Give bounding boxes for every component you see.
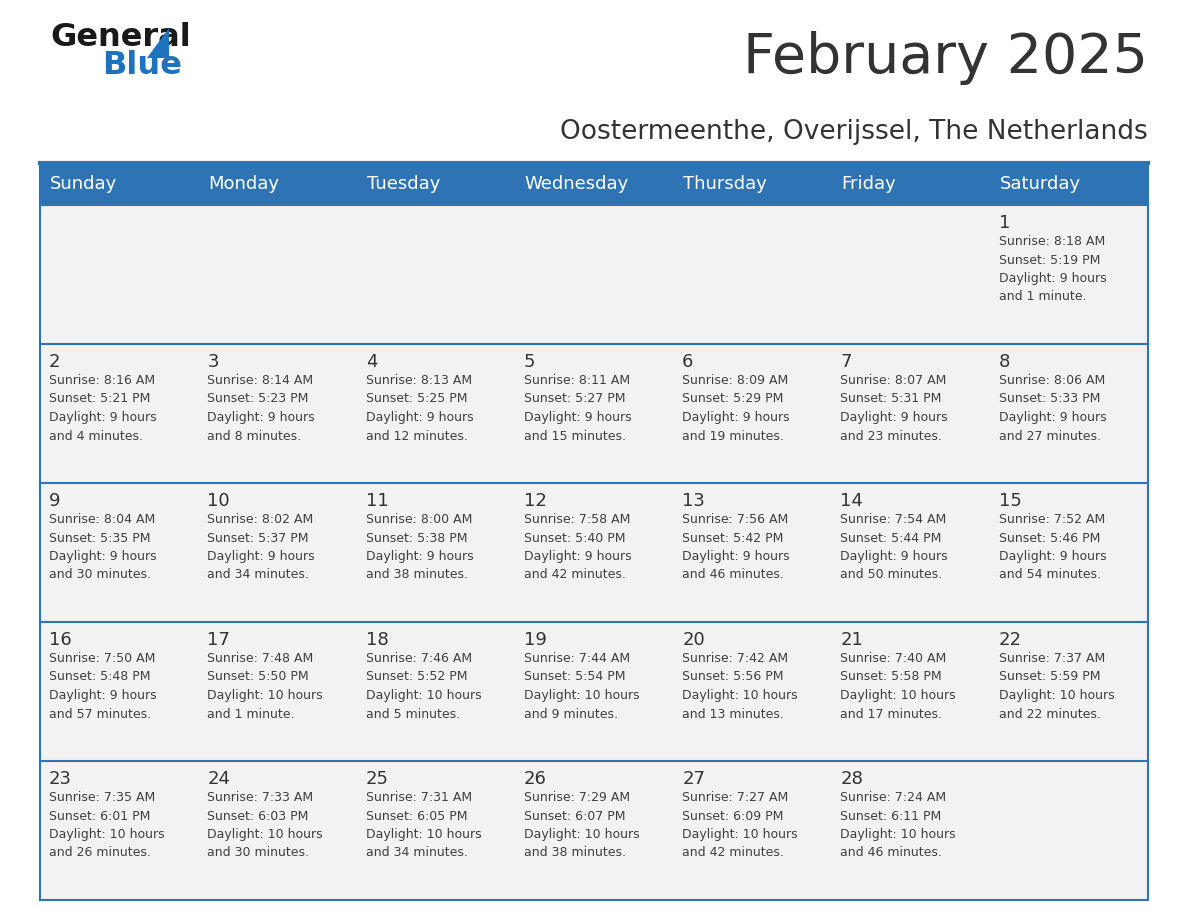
Text: 18: 18 <box>366 631 388 649</box>
Text: Sunrise: 7:52 AM
Sunset: 5:46 PM
Daylight: 9 hours
and 54 minutes.: Sunrise: 7:52 AM Sunset: 5:46 PM Dayligh… <box>999 513 1106 581</box>
Text: Sunrise: 8:09 AM
Sunset: 5:29 PM
Daylight: 9 hours
and 19 minutes.: Sunrise: 8:09 AM Sunset: 5:29 PM Dayligh… <box>682 374 790 442</box>
Text: Oostermeenthe, Overijssel, The Netherlands: Oostermeenthe, Overijssel, The Netherlan… <box>561 119 1148 145</box>
Bar <box>40 163 1148 205</box>
Text: 21: 21 <box>840 631 864 649</box>
Text: Sunrise: 7:35 AM
Sunset: 6:01 PM
Daylight: 10 hours
and 26 minutes.: Sunrise: 7:35 AM Sunset: 6:01 PM Dayligh… <box>49 791 165 859</box>
Text: 11: 11 <box>366 492 388 510</box>
Text: 19: 19 <box>524 631 546 649</box>
Text: Sunrise: 7:48 AM
Sunset: 5:50 PM
Daylight: 10 hours
and 1 minute.: Sunrise: 7:48 AM Sunset: 5:50 PM Dayligh… <box>207 652 323 721</box>
Text: 25: 25 <box>366 770 388 788</box>
Text: 2: 2 <box>49 353 61 371</box>
Text: Sunrise: 7:29 AM
Sunset: 6:07 PM
Daylight: 10 hours
and 38 minutes.: Sunrise: 7:29 AM Sunset: 6:07 PM Dayligh… <box>524 791 639 859</box>
Text: Sunrise: 7:54 AM
Sunset: 5:44 PM
Daylight: 9 hours
and 50 minutes.: Sunrise: 7:54 AM Sunset: 5:44 PM Dayligh… <box>840 513 948 581</box>
Bar <box>40 205 1148 344</box>
Text: 28: 28 <box>840 770 864 788</box>
Text: Sunrise: 8:16 AM
Sunset: 5:21 PM
Daylight: 9 hours
and 4 minutes.: Sunrise: 8:16 AM Sunset: 5:21 PM Dayligh… <box>49 374 157 442</box>
Text: 27: 27 <box>682 770 706 788</box>
Text: Tuesday: Tuesday <box>367 175 440 193</box>
Text: 12: 12 <box>524 492 546 510</box>
Text: 16: 16 <box>49 631 71 649</box>
Text: General: General <box>50 22 191 53</box>
Text: 6: 6 <box>682 353 694 371</box>
Text: Sunrise: 7:46 AM
Sunset: 5:52 PM
Daylight: 10 hours
and 5 minutes.: Sunrise: 7:46 AM Sunset: 5:52 PM Dayligh… <box>366 652 481 721</box>
Text: Sunday: Sunday <box>50 175 118 193</box>
Text: 3: 3 <box>207 353 219 371</box>
Bar <box>40 622 1148 761</box>
Text: Wednesday: Wednesday <box>525 175 630 193</box>
Text: 8: 8 <box>999 353 1010 371</box>
Text: Sunrise: 7:31 AM
Sunset: 6:05 PM
Daylight: 10 hours
and 34 minutes.: Sunrise: 7:31 AM Sunset: 6:05 PM Dayligh… <box>366 791 481 859</box>
Text: Sunrise: 8:04 AM
Sunset: 5:35 PM
Daylight: 9 hours
and 30 minutes.: Sunrise: 8:04 AM Sunset: 5:35 PM Dayligh… <box>49 513 157 581</box>
Text: 24: 24 <box>207 770 230 788</box>
Text: 22: 22 <box>999 631 1022 649</box>
Text: 4: 4 <box>366 353 377 371</box>
Text: Monday: Monday <box>208 175 279 193</box>
Bar <box>40 483 1148 622</box>
Text: Sunrise: 7:40 AM
Sunset: 5:58 PM
Daylight: 10 hours
and 17 minutes.: Sunrise: 7:40 AM Sunset: 5:58 PM Dayligh… <box>840 652 956 721</box>
Text: Sunrise: 8:18 AM
Sunset: 5:19 PM
Daylight: 9 hours
and 1 minute.: Sunrise: 8:18 AM Sunset: 5:19 PM Dayligh… <box>999 235 1106 304</box>
Text: Sunrise: 7:37 AM
Sunset: 5:59 PM
Daylight: 10 hours
and 22 minutes.: Sunrise: 7:37 AM Sunset: 5:59 PM Dayligh… <box>999 652 1114 721</box>
Text: 15: 15 <box>999 492 1022 510</box>
Text: Sunrise: 7:56 AM
Sunset: 5:42 PM
Daylight: 9 hours
and 46 minutes.: Sunrise: 7:56 AM Sunset: 5:42 PM Dayligh… <box>682 513 790 581</box>
Text: Sunrise: 8:13 AM
Sunset: 5:25 PM
Daylight: 9 hours
and 12 minutes.: Sunrise: 8:13 AM Sunset: 5:25 PM Dayligh… <box>366 374 473 442</box>
Text: Sunrise: 8:07 AM
Sunset: 5:31 PM
Daylight: 9 hours
and 23 minutes.: Sunrise: 8:07 AM Sunset: 5:31 PM Dayligh… <box>840 374 948 442</box>
Text: Sunrise: 7:44 AM
Sunset: 5:54 PM
Daylight: 10 hours
and 9 minutes.: Sunrise: 7:44 AM Sunset: 5:54 PM Dayligh… <box>524 652 639 721</box>
Text: Saturday: Saturday <box>1000 175 1081 193</box>
Text: Sunrise: 7:50 AM
Sunset: 5:48 PM
Daylight: 9 hours
and 57 minutes.: Sunrise: 7:50 AM Sunset: 5:48 PM Dayligh… <box>49 652 157 721</box>
Text: Sunrise: 7:33 AM
Sunset: 6:03 PM
Daylight: 10 hours
and 30 minutes.: Sunrise: 7:33 AM Sunset: 6:03 PM Dayligh… <box>207 791 323 859</box>
Text: February 2025: February 2025 <box>742 31 1148 85</box>
Text: Friday: Friday <box>841 175 896 193</box>
Text: Sunrise: 8:00 AM
Sunset: 5:38 PM
Daylight: 9 hours
and 38 minutes.: Sunrise: 8:00 AM Sunset: 5:38 PM Dayligh… <box>366 513 473 581</box>
Text: 1: 1 <box>999 214 1010 232</box>
Text: 5: 5 <box>524 353 536 371</box>
Bar <box>40 344 1148 483</box>
Text: Sunrise: 7:42 AM
Sunset: 5:56 PM
Daylight: 10 hours
and 13 minutes.: Sunrise: 7:42 AM Sunset: 5:56 PM Dayligh… <box>682 652 798 721</box>
Text: Thursday: Thursday <box>683 175 767 193</box>
Text: Sunrise: 8:11 AM
Sunset: 5:27 PM
Daylight: 9 hours
and 15 minutes.: Sunrise: 8:11 AM Sunset: 5:27 PM Dayligh… <box>524 374 632 442</box>
Text: Sunrise: 7:27 AM
Sunset: 6:09 PM
Daylight: 10 hours
and 42 minutes.: Sunrise: 7:27 AM Sunset: 6:09 PM Dayligh… <box>682 791 798 859</box>
Text: 26: 26 <box>524 770 546 788</box>
Text: Sunrise: 8:14 AM
Sunset: 5:23 PM
Daylight: 9 hours
and 8 minutes.: Sunrise: 8:14 AM Sunset: 5:23 PM Dayligh… <box>207 374 315 442</box>
Text: 17: 17 <box>207 631 230 649</box>
Text: 20: 20 <box>682 631 704 649</box>
Text: Sunrise: 8:06 AM
Sunset: 5:33 PM
Daylight: 9 hours
and 27 minutes.: Sunrise: 8:06 AM Sunset: 5:33 PM Dayligh… <box>999 374 1106 442</box>
Text: 23: 23 <box>49 770 72 788</box>
Text: 7: 7 <box>840 353 852 371</box>
Text: Sunrise: 7:24 AM
Sunset: 6:11 PM
Daylight: 10 hours
and 46 minutes.: Sunrise: 7:24 AM Sunset: 6:11 PM Dayligh… <box>840 791 956 859</box>
Bar <box>40 761 1148 900</box>
Text: 13: 13 <box>682 492 704 510</box>
Text: Sunrise: 7:58 AM
Sunset: 5:40 PM
Daylight: 9 hours
and 42 minutes.: Sunrise: 7:58 AM Sunset: 5:40 PM Dayligh… <box>524 513 632 581</box>
Text: Blue: Blue <box>102 50 182 81</box>
Text: 10: 10 <box>207 492 230 510</box>
Text: Sunrise: 8:02 AM
Sunset: 5:37 PM
Daylight: 9 hours
and 34 minutes.: Sunrise: 8:02 AM Sunset: 5:37 PM Dayligh… <box>207 513 315 581</box>
Text: 9: 9 <box>49 492 61 510</box>
Polygon shape <box>147 28 169 58</box>
Text: 14: 14 <box>840 492 864 510</box>
